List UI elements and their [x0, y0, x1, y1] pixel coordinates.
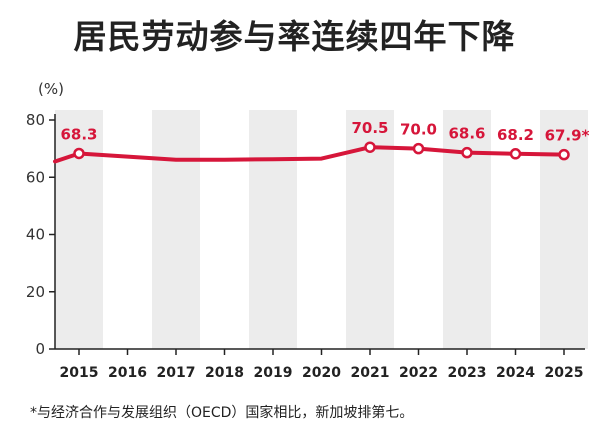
band-2023 [443, 110, 491, 349]
x-tick-label-2019: 2019 [254, 365, 293, 381]
data-label-2024: 68.2 [497, 126, 534, 144]
y-axis-unit-label: (%) [38, 80, 64, 98]
y-tick-label-60: 60 [26, 168, 45, 186]
x-tick-label-2021: 2021 [351, 365, 390, 381]
point-2015 [73, 147, 85, 160]
data-labels: 68.3 70.5 70.0 68.6 68.2 67.9* [60, 119, 589, 144]
x-axis: 2015 2016 2017 2018 2019 2020 2021 2022 2023 2024… [55, 348, 585, 381]
x-tick-label-2022: 2022 [399, 365, 438, 381]
data-label-2022: 70.0 [400, 121, 437, 139]
chart-title: 居民劳动参与率连续四年下降 [73, 17, 516, 56]
point-2023 [461, 146, 473, 159]
point-2025 [558, 148, 570, 161]
x-tick-label-2023: 2023 [448, 365, 487, 381]
x-tick-label-2017: 2017 [157, 365, 196, 381]
x-tick-label-2016: 2016 [108, 365, 147, 381]
x-tick-label-2024: 2024 [496, 365, 535, 381]
y-tick-label-40: 40 [26, 226, 45, 244]
point-2022 [412, 142, 425, 155]
x-tick-label-2018: 2018 [205, 365, 244, 381]
y-tick-label-0: 0 [35, 340, 45, 358]
footnote: *与经济合作与发展组织（OECD）国家相比，新加坡排第七。 [30, 405, 414, 421]
point-2021 [364, 141, 376, 153]
y-tick-label-20: 20 [26, 283, 45, 301]
band-2019 [249, 110, 297, 349]
data-label-2023: 68.6 [448, 125, 485, 143]
data-label-2015: 68.3 [60, 125, 97, 143]
band-2017 [152, 110, 200, 349]
data-label-2021: 70.5 [351, 119, 388, 137]
point-2024 [509, 148, 522, 160]
x-tick-label-2025: 2025 [545, 365, 584, 381]
background-bands [55, 110, 588, 349]
band-2025 [540, 110, 588, 349]
band-2015 [55, 110, 103, 349]
data-label-2025: 67.9* [545, 127, 589, 145]
series-path [53, 145, 566, 164]
y-tick-label-80: 80 [26, 111, 45, 129]
series-line [53, 141, 570, 164]
x-tick-label-2020: 2020 [302, 365, 341, 381]
x-tick-label-2015: 2015 [60, 365, 99, 381]
y-axis: 0 20 40 60 80 [26, 111, 56, 358]
